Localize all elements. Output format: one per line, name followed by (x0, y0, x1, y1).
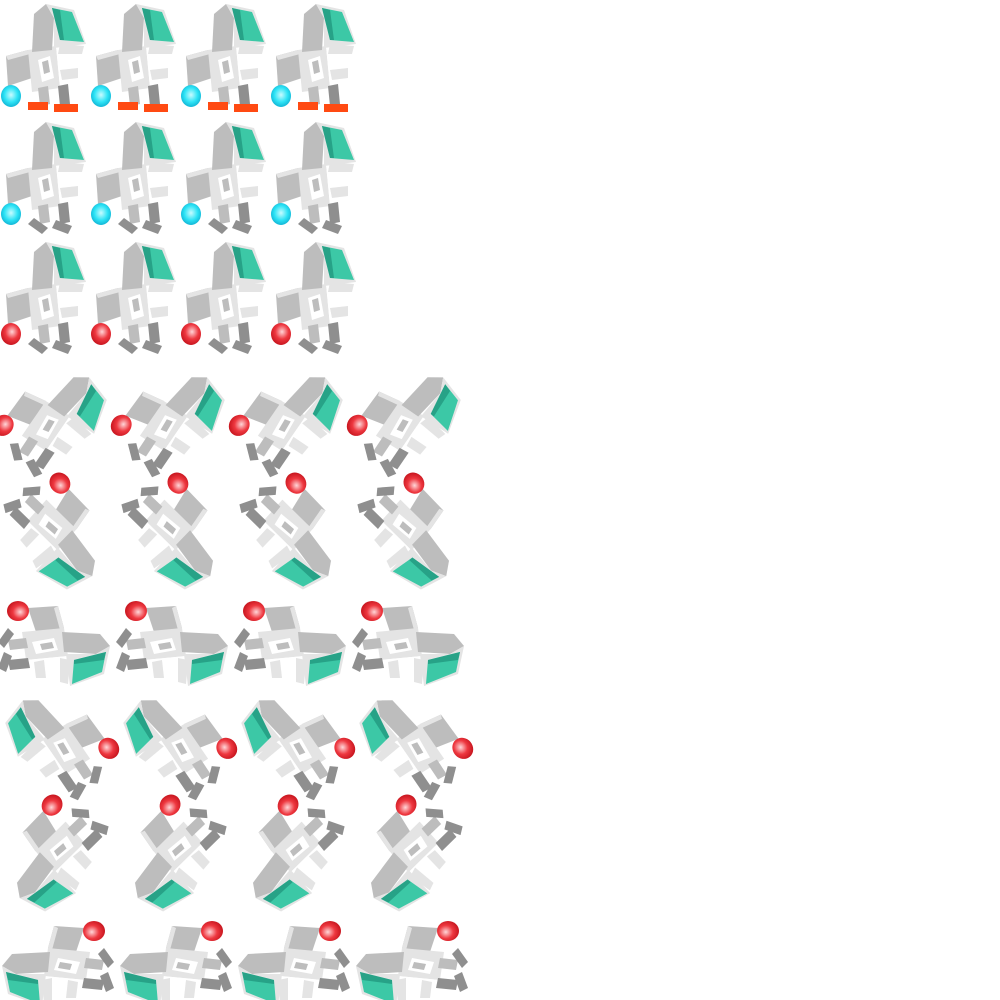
robot-sprite-frame (370, 794, 463, 912)
robot-sprite-frame (234, 601, 346, 686)
robot-sprite-frame (239, 472, 332, 590)
robot-sprite-frame (252, 794, 345, 912)
robot-sprite-frame (0, 377, 107, 478)
robot-sprite-frame (91, 4, 176, 112)
robot-sprite-frame (352, 601, 464, 686)
robot-sprite-frame (271, 4, 356, 112)
robot-sprite-frame (359, 700, 474, 801)
robot-sprite-frame (1, 242, 86, 354)
robot-sprite-frame (134, 794, 227, 912)
robot-sprite-frame (91, 122, 176, 234)
robot-sprite-frame (120, 921, 232, 1000)
robot-sprite-frame (121, 472, 214, 590)
robot-sprite-frame (2, 921, 114, 1000)
robot-sprite-frame (116, 601, 228, 686)
robot-sprite-frame (110, 377, 225, 478)
robot-sprite-frame (271, 122, 356, 234)
robot-sprite-frame (16, 794, 109, 912)
robot-sprite-frame (356, 921, 468, 1000)
robot-sprite-frame (181, 4, 266, 112)
robot-sprite-frame (0, 601, 110, 686)
robot-sprite-frame (1, 4, 86, 112)
robot-sprite-frame (123, 700, 238, 801)
sprite-frames (0, 4, 474, 1000)
robot-sprite-frame (181, 122, 266, 234)
robot-sprite-frame (228, 377, 343, 478)
robot-sprite-frame (357, 472, 450, 590)
robot-sprite-frame (241, 700, 356, 801)
robot-sprite-frame (1, 122, 86, 234)
robot-sprite-frame (3, 472, 96, 590)
robot-sprite-frame (238, 921, 350, 1000)
robot-sprite-frame (91, 242, 176, 354)
robot-sprite-frame (346, 377, 461, 478)
robot-sprite-frame (5, 700, 120, 801)
robot-sprite-frame (181, 242, 266, 354)
robot-sprite-frame (271, 242, 356, 354)
